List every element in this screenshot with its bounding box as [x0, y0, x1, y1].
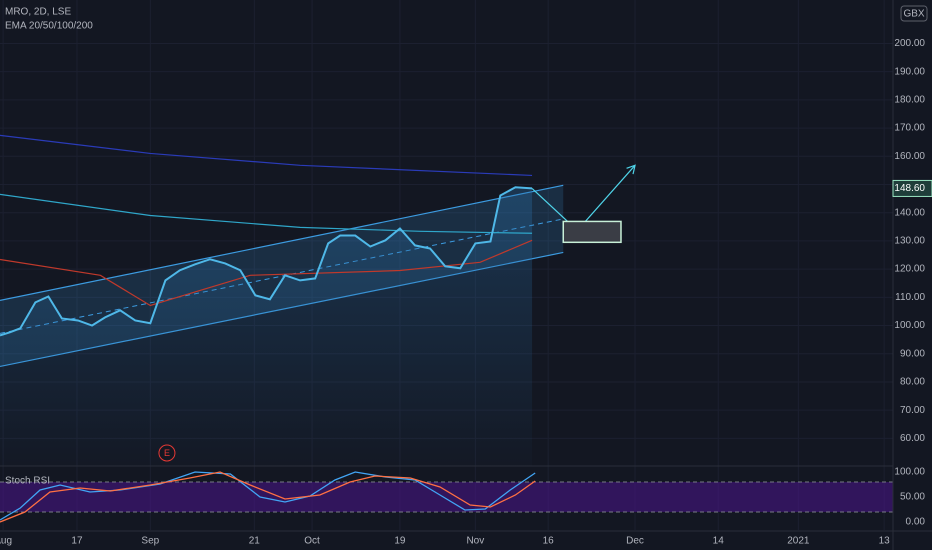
y-tick-label: 90.00 — [900, 348, 925, 359]
ema-line — [0, 193, 533, 234]
currency[interactable]: GBX — [903, 9, 924, 20]
x-tick-label: 2021 — [787, 536, 810, 547]
x-tick-label: 19 — [394, 536, 406, 547]
x-tick-label: Oct — [304, 536, 320, 547]
y-tick-label: 70.00 — [900, 405, 925, 416]
indicator-label: EMA 20/50/100/200 — [5, 21, 93, 32]
target-box — [562, 220, 622, 244]
last-price-label: 148.60 — [894, 183, 925, 194]
x-tick-label: 14 — [713, 536, 725, 547]
y-tick-label: 120.00 — [894, 264, 925, 275]
stoch-tick-label: 100.00 — [894, 467, 925, 478]
x-tick-label: Sep — [141, 536, 159, 547]
y-tick-label: 110.00 — [895, 292, 925, 303]
x-tick-label: 21 — [249, 536, 261, 547]
y-tick-label: 140.00 — [894, 207, 925, 218]
y-tick-label: 100.00 — [894, 320, 925, 331]
stoch-line — [0, 471, 536, 521]
y-tick-label: 200.00 — [894, 38, 925, 49]
x-tick-label: 16 — [543, 536, 555, 547]
stoch-title: Stoch RSI — [5, 476, 50, 487]
currency-box[interactable] — [900, 5, 928, 22]
y-tick-label: 190.00 — [894, 66, 925, 77]
projection-arrowhead — [626, 164, 636, 175]
y-tick-label: 60.00 — [900, 433, 925, 444]
stoch-band — [0, 482, 893, 512]
last-price-box — [892, 179, 932, 197]
ema-line — [0, 134, 533, 177]
x-tick-label: Dec — [626, 536, 644, 547]
x-tick-label: Aug — [0, 536, 12, 547]
event-marker — [158, 444, 176, 462]
price-line — [0, 186, 533, 337]
channel-upper — [0, 184, 564, 302]
price-area — [0, 187, 533, 466]
y-tick-label: 180.00 — [894, 94, 925, 105]
x-tick-label: 13 — [879, 536, 891, 547]
y-tick-label: 170.00 — [894, 123, 925, 134]
axes: 60.00 70.00 80.00 90.00 100.00 110.00 120.00 13… — [0, 38, 932, 547]
channel-median — [0, 218, 564, 334]
price-axis-panel — [893, 0, 932, 550]
y-tick-label: 160.00 — [894, 151, 925, 162]
y-tick-label: 130.00 — [894, 236, 925, 247]
stoch-tick-label: 0.00 — [906, 517, 926, 528]
stoch-line — [0, 471, 536, 523]
y-tick-label: 80.00 — [900, 377, 925, 388]
x-tick-label: Nov — [466, 536, 484, 547]
stoch-tick-label: 50.00 — [900, 492, 925, 503]
chart-title: MRO, 2D, LSE — [5, 7, 71, 18]
plot-area: E — [0, 0, 893, 530]
ema-line — [0, 239, 533, 307]
x-tick-label: 17 — [71, 536, 83, 547]
event-label: E — [164, 448, 170, 458]
